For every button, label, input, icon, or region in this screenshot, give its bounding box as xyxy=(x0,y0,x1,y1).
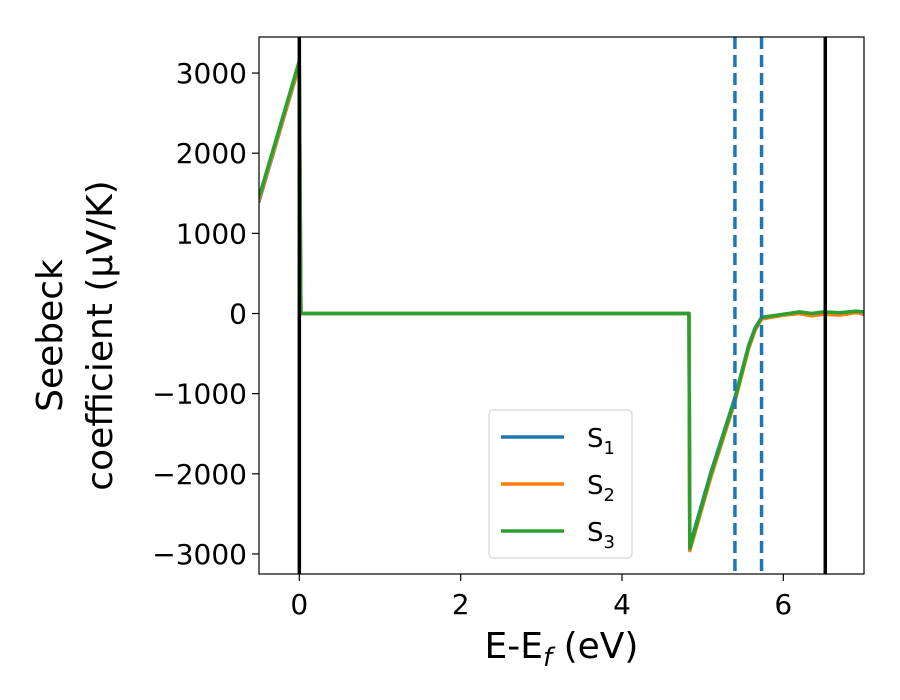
legend-label-s2: S2 xyxy=(587,471,615,506)
y-axis-title-line2: coefficient (μV/K) xyxy=(80,180,121,490)
y-tick-label: −2000 xyxy=(152,458,247,491)
y-tick-label: −1000 xyxy=(152,378,247,411)
y-axis-title: Seebeck coefficient (μV/K) xyxy=(30,180,121,490)
x-tick-label: 2 xyxy=(452,588,470,621)
legend-label-s1: S1 xyxy=(587,424,615,459)
series-line-s3 xyxy=(259,59,864,551)
axes-frame xyxy=(258,36,865,575)
y-tick-label: 2000 xyxy=(176,137,247,170)
legend: S1 S2 S3 xyxy=(488,409,633,559)
y-axis-title-line1: Seebeck xyxy=(30,259,71,412)
y-tick-label: −3000 xyxy=(152,538,247,571)
plot-area xyxy=(259,37,864,574)
y-tick-label: 0 xyxy=(229,298,247,331)
x-tick-label: 6 xyxy=(774,588,792,621)
x-axis-title: E-Ef (eV) xyxy=(485,626,639,673)
y-axis: −3000 −2000 −1000 0 1000 2000 3000 xyxy=(152,57,259,571)
x-axis: 0 2 4 6 xyxy=(290,574,792,621)
x-tick-label: 4 xyxy=(613,588,631,621)
legend-label-s3: S3 xyxy=(587,518,615,553)
y-tick-label: 1000 xyxy=(176,217,247,250)
x-tick-label: 0 xyxy=(290,588,308,621)
y-tick-label: 3000 xyxy=(176,57,247,90)
